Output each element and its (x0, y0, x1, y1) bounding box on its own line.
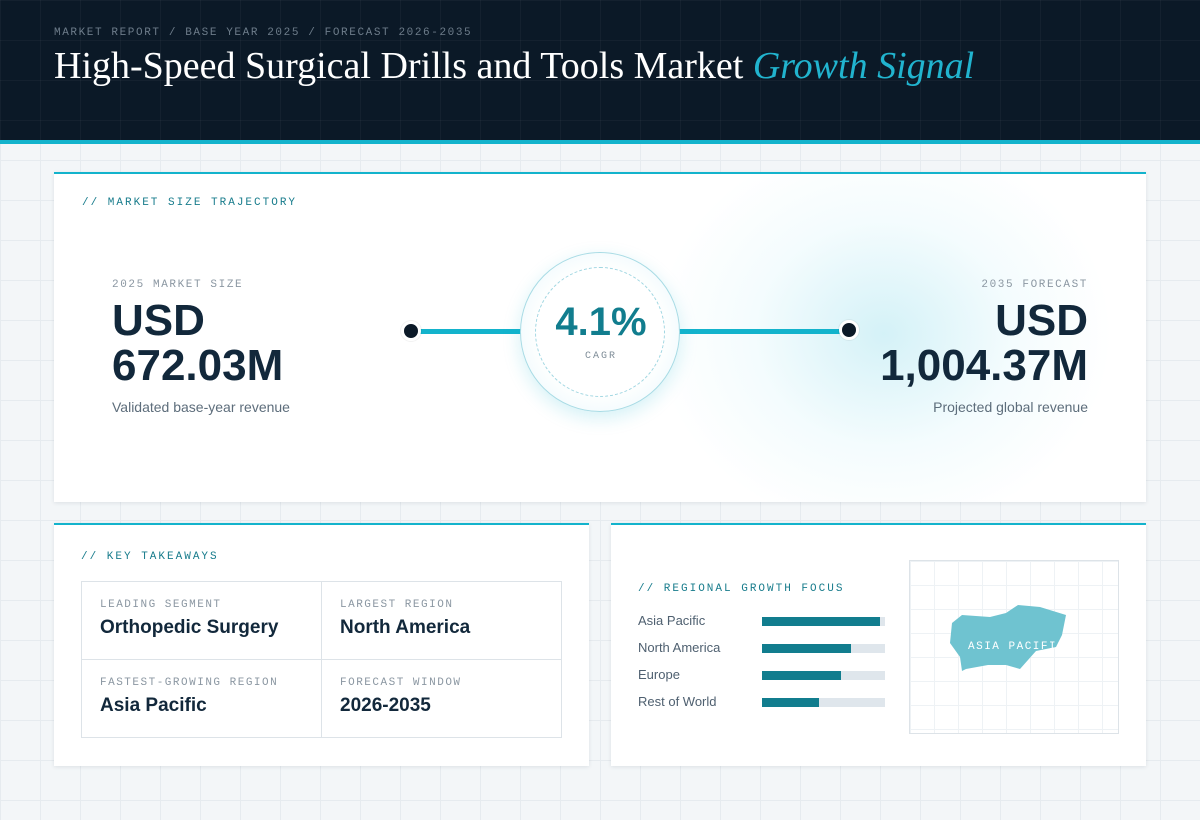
region-bar-track (762, 644, 885, 653)
region-row: Europe (638, 667, 888, 683)
takeaway-label: LARGEST REGION (340, 599, 454, 611)
market-size-trajectory-card: // MARKET SIZE TRAJECTORY 2025 MARKET SI… (54, 172, 1146, 502)
start-kpi-value-currency: USD (112, 296, 205, 345)
trajectory-line-right (664, 329, 844, 334)
trajectory-line-left (418, 329, 528, 334)
end-kpi-subtext: Projected global revenue (933, 399, 1088, 415)
takeaway-value: North America (340, 617, 471, 638)
region-map: ASIA PACIFIC (909, 560, 1119, 734)
end-kpi-label: 2035 FORECAST (981, 279, 1088, 291)
key-takeaways-card: // KEY TAKEAWAYS LEADING SEGMENT Orthope… (54, 523, 589, 766)
takeaway-value: 2026-2035 (340, 695, 431, 716)
region-bar-fill (762, 617, 881, 626)
background-glow (654, 174, 1114, 502)
takeaways-grid: LEADING SEGMENT Orthopedic Surgery LARGE… (81, 581, 562, 738)
region-name: North America (638, 640, 721, 655)
region-bar-fill (762, 644, 851, 653)
regional-section-label: // REGIONAL GROWTH FOCUS (638, 583, 845, 595)
cagr-value: 4.1% (555, 300, 647, 344)
takeaway-cell: LARGEST REGION North America (321, 582, 561, 660)
region-name: Europe (638, 667, 680, 682)
region-row: Rest of World (638, 694, 888, 710)
region-bar-fill (762, 671, 841, 680)
takeaway-label: FORECAST WINDOW (340, 677, 462, 689)
map-region-label: ASIA PACIFIC (968, 641, 1066, 653)
end-kpi-value-amount: 1,004.37M (880, 341, 1088, 390)
start-kpi-value-amount: 672.03M (112, 341, 284, 390)
region-name: Asia Pacific (638, 613, 706, 628)
takeaway-cell: FORECAST WINDOW 2026-2035 (321, 659, 561, 737)
trajectory-section-label: // MARKET SIZE TRAJECTORY (82, 197, 298, 209)
takeaway-cell: LEADING SEGMENT Orthopedic Surgery (82, 582, 322, 660)
takeaway-label: FASTEST-GROWING REGION (100, 677, 279, 689)
takeaway-label: LEADING SEGMENT (100, 599, 222, 611)
region-bar-track (762, 671, 885, 680)
region-row: Asia Pacific (638, 613, 888, 629)
start-kpi-label: 2025 MARKET SIZE (112, 279, 244, 291)
region-row: North America (638, 640, 888, 656)
region-bar-fill (762, 698, 819, 707)
page-title-main: High-Speed Surgical Drills and Tools Mar… (54, 45, 744, 87)
takeaway-value: Asia Pacific (100, 695, 207, 716)
trajectory-start-dot (401, 321, 421, 341)
start-kpi-subtext: Validated base-year revenue (112, 399, 290, 415)
end-kpi-value-currency: USD (995, 296, 1088, 345)
takeaway-value: Orthopedic Surgery (100, 617, 279, 638)
region-bar-track (762, 698, 885, 707)
takeaway-cell: FASTEST-GROWING REGION Asia Pacific (82, 659, 322, 737)
breadcrumb: MARKET REPORT / BASE YEAR 2025 / FORECAS… (54, 27, 473, 39)
trajectory-end-dot (839, 320, 859, 340)
cagr-inner-circle: 4.1% CAGR (535, 267, 665, 397)
regional-growth-card: // REGIONAL GROWTH FOCUS Asia Pacific No… (611, 523, 1146, 766)
region-bar-track (762, 617, 885, 626)
cagr-badge: 4.1% CAGR (520, 252, 680, 412)
region-name: Rest of World (638, 694, 717, 709)
header-banner: MARKET REPORT / BASE YEAR 2025 / FORECAS… (0, 0, 1200, 144)
page-title-accent: Growth Signal (752, 45, 975, 87)
cagr-label: CAGR (584, 351, 617, 362)
page-title: High-Speed Surgical Drills and Tools Mar… (54, 44, 974, 88)
asia-pacific-shape-icon (950, 605, 1066, 671)
takeaways-section-label: // KEY TAKEAWAYS (81, 551, 219, 563)
